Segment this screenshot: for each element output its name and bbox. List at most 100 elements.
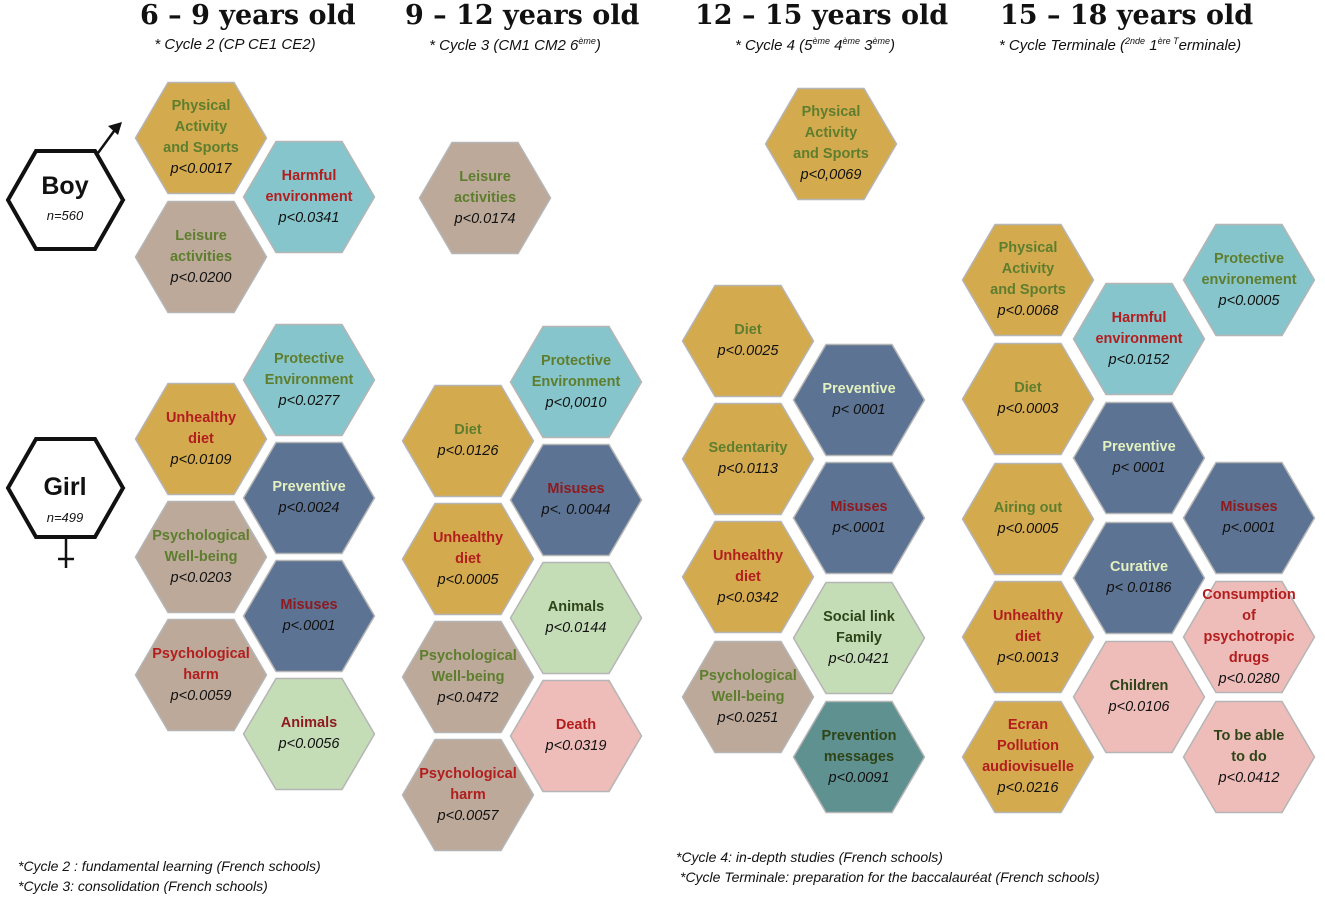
hex-label: Harmful environment — [265, 167, 353, 205]
hex-p-value: p<0.0024 — [278, 500, 340, 516]
sub-text: 4 — [829, 37, 843, 54]
hex-protective-environment-girl-c1: Protective Environment p<0.0277 — [242, 323, 376, 437]
hex-psychological-wellbeing-girl-c3: Psychological Well-being p<0.0251 — [681, 640, 815, 754]
hexagon-shape — [1182, 461, 1316, 575]
hexagon-shape — [134, 382, 268, 496]
hexagon-shape — [681, 284, 815, 398]
hexagon-shape — [401, 738, 535, 852]
hex-p-value: p<0.0319 — [545, 738, 607, 754]
hex-preventive-c4: Preventive p< 0001 — [1072, 401, 1206, 515]
sub-text: * Cycle Terminale ( — [998, 37, 1126, 54]
hex-unhealthy-diet-girl-c1: Unhealthy diet p<0.0109 — [134, 382, 268, 496]
hex-physical-activity-boy-c1: Physical Activity and Sports p<0.0017 — [134, 81, 268, 195]
hex-label: Unhealthy diet — [165, 409, 237, 447]
hex-label: Children — [1109, 678, 1169, 694]
hex-p-value: p<0.0056 — [278, 736, 340, 752]
hexagon-shape — [792, 581, 926, 695]
hex-preventive-girl-c1: Preventive p<0.0024 — [242, 441, 376, 555]
hexagon-shape — [1072, 282, 1206, 396]
hex-harmful-environment-boy-c1: Harmful environment p<0.0341 — [242, 140, 376, 254]
hexagon-shape — [961, 700, 1095, 814]
hex-label: Ecran Pollution audiovisuelle — [982, 717, 1074, 775]
hex-p-value: p<0.0091 — [828, 769, 890, 786]
hex-p-value: p<.0001 — [832, 520, 886, 536]
hexagon-shape — [134, 81, 268, 195]
hex-death-girl-c2: Death p<0.0319 — [509, 679, 643, 793]
hex-label: Psychological harm — [152, 645, 250, 683]
sub-text: * Cycle 4 (5 — [734, 37, 813, 54]
hexagon-shape — [764, 87, 898, 201]
hex-label: Physical Activity and Sports — [793, 104, 869, 162]
hex-label: Misuses — [830, 499, 888, 515]
hex-label: Protective environement — [1201, 250, 1297, 288]
hex-p-value: p<. 0.0044 — [541, 502, 611, 518]
hex-p-value: p<0.0005 — [1218, 292, 1280, 309]
hex-p-value: p<0.0216 — [997, 780, 1059, 796]
hex-label: Diet — [1014, 380, 1042, 396]
hexagon-shape — [1072, 640, 1206, 754]
hex-label: Preventive — [822, 381, 896, 397]
footnote-cycle4: *Cycle 4: in-depth studies (French schoo… — [676, 849, 943, 865]
hex-label: Leisure activities — [453, 168, 517, 206]
hex-p-value: p< 0001 — [1112, 460, 1166, 476]
hex-label: To be able to do — [1213, 727, 1285, 765]
hex-diet-girl-c2: Diet p<0.0126 — [401, 384, 535, 498]
hex-diet-c4: Diet p<0.0003 — [961, 342, 1095, 456]
hex-children-c4: Children p<0.0106 — [1072, 640, 1206, 754]
hexagon-shape — [792, 700, 926, 814]
hex-to-be-able-to-do-c4: To be able to do p<0.0412 — [1182, 700, 1316, 814]
hex-label: Diet — [454, 422, 482, 438]
hex-p-value: p<0.0013 — [997, 649, 1059, 666]
hex-label: Leisure activities — [169, 227, 233, 265]
hex-label: Psychological Well-being — [152, 527, 250, 565]
hex-label: Misuses — [280, 597, 338, 613]
hex-misuses-girl-c1: Misuses p<.0001 — [242, 559, 376, 673]
male-symbol-icon — [5, 122, 126, 251]
hex-p-value: p<0.0109 — [170, 451, 232, 468]
hex-p-value: p<0.0057 — [437, 807, 499, 824]
hex-label: Diet — [734, 322, 762, 338]
hex-label: Social link Family — [823, 608, 895, 646]
hex-p-value: p<0.0412 — [1218, 769, 1280, 786]
hex-p-value: p<0.0472 — [437, 689, 499, 706]
hex-label: Unhealthy diet — [432, 529, 504, 567]
hex-label: Death — [555, 717, 597, 733]
column-title-6-9: 6 – 9 years old — [140, 0, 356, 31]
hex-misuses-c4: Misuses p<.0001 — [1182, 461, 1316, 575]
hex-animals-girl-c2: Animals p<0.0144 — [509, 561, 643, 675]
hexagon-shape — [509, 325, 643, 439]
hexagon-shape — [134, 500, 268, 614]
hex-p-value: p<0.0203 — [170, 569, 232, 586]
hexagon-shape — [1072, 401, 1206, 515]
hex-preventive-girl-c3: Preventive p< 0001 — [792, 343, 926, 457]
hex-p-value: p<0.0144 — [545, 620, 607, 636]
hex-p-value: p<0,0010 — [545, 394, 607, 411]
hexagon-shape — [1182, 700, 1316, 814]
female-symbol-icon — [5, 437, 126, 568]
sub-text: 3 — [860, 37, 873, 54]
hexagon-shape — [961, 223, 1095, 337]
column-subtitle-terminale: * Cycle Terminale (2nde 1ère Terminale) — [980, 36, 1260, 54]
hex-physical-activity-c4: Physical Activity and Sports p<0.0068 — [961, 223, 1095, 337]
hex-p-value: p<.0001 — [1222, 520, 1276, 536]
column-title-9-12: 9 – 12 years old — [405, 0, 640, 31]
hex-p-value: p<0.0005 — [437, 571, 499, 588]
hex-label: Animals — [280, 715, 338, 731]
hex-p-value: p<0.0280 — [1218, 670, 1280, 687]
footnote-cycle2: *Cycle 2 : fundamental learning (French … — [18, 858, 321, 874]
hex-label: Consumption of psychotropic drugs — [1202, 586, 1296, 666]
hexagon-shape — [242, 140, 376, 254]
hex-p-value: p<0.0341 — [278, 209, 340, 226]
hex-p-value: p<0.0113 — [718, 461, 778, 477]
hex-unhealthy-diet-girl-c3: Unhealthy diet p<0.0342 — [681, 520, 815, 634]
gender-boy: Boy n=560 — [5, 120, 135, 260]
hex-p-value: p<0.0251 — [717, 709, 779, 726]
hex-misuses-girl-c2: Misuses p<. 0.0044 — [509, 443, 643, 557]
hex-protective-environement-c4: Protective environement p<0.0005 — [1182, 223, 1316, 337]
hexagon-shape — [1072, 521, 1206, 635]
column-title-15-18: 15 – 18 years old — [1000, 0, 1254, 31]
hex-physical-activity-boy-c3: Physical Activity and Sports p<0,0069 — [764, 87, 898, 201]
hex-label: Psychological harm — [419, 765, 517, 803]
hex-label: Misuses — [1220, 499, 1278, 515]
hex-p-value: p<0.0106 — [1108, 699, 1170, 715]
